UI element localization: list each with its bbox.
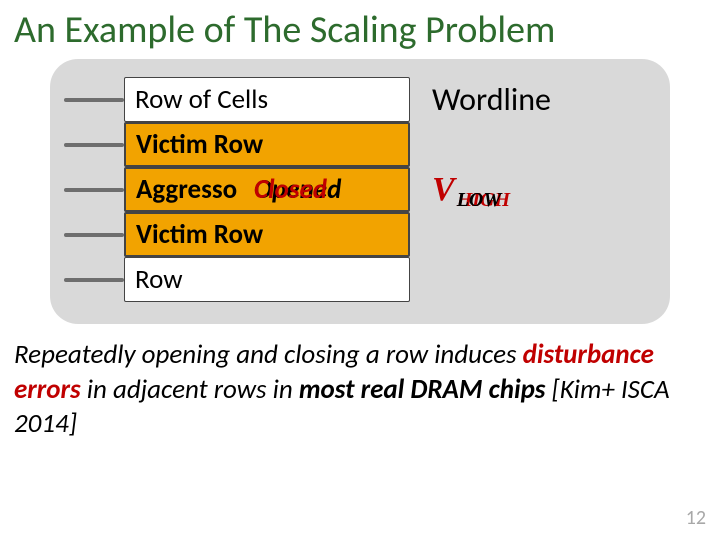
row-label: Row of Cells xyxy=(135,83,268,116)
caption-mid: in adjacent rows in xyxy=(81,373,299,406)
row-right: VHIGHLOW xyxy=(410,171,656,209)
row-cell: Row xyxy=(124,257,410,302)
memory-row: Row of Cells Wordline xyxy=(64,77,656,122)
memory-row: Row xyxy=(64,257,656,302)
wordline-lead xyxy=(64,98,124,102)
wordline-lead xyxy=(64,143,124,147)
wordline-lead xyxy=(64,188,124,192)
caption: Repeatedly opening and closing a row ind… xyxy=(0,324,720,442)
voltage-sub: HIGHLOW xyxy=(457,189,510,212)
row-label-base: Aggresso xyxy=(136,173,237,206)
row-label: Victim Row xyxy=(136,128,263,161)
wordline-lead xyxy=(64,278,124,282)
slide-title: An Example of The Scaling Problem xyxy=(0,0,720,51)
row-cell: Victim Row xyxy=(124,212,410,257)
row-label-overlay: Closed xyxy=(254,173,327,206)
voltage-main: V xyxy=(432,171,455,208)
row-cell: AggressoOpenedClosed xyxy=(124,167,410,212)
diagram-panel: Row of Cells Wordline Victim Row AggressoOp… xyxy=(50,59,670,324)
row-label: Row xyxy=(135,263,183,296)
wordline-lead xyxy=(64,233,124,237)
row-label: Victim Row xyxy=(136,218,263,251)
slide: An Example of The Scaling Problem Row of… xyxy=(0,0,720,540)
caption-pre: Repeatedly opening and closing a row ind… xyxy=(14,338,523,371)
voltage-label: VHIGHLOW xyxy=(432,171,510,209)
page-number: 12 xyxy=(686,506,706,530)
memory-row: Victim Row xyxy=(64,212,656,257)
wordline-label: Wordline xyxy=(432,80,551,119)
memory-row: Victim Row xyxy=(64,122,656,167)
row-cell: Victim Row xyxy=(124,122,410,167)
row-right: Wordline xyxy=(410,80,656,119)
caption-bold2: most real DRAM chips xyxy=(299,373,546,406)
row-cell: Row of Cells xyxy=(124,77,410,122)
memory-row: AggressoOpenedClosed VHIGHLOW xyxy=(64,167,656,212)
